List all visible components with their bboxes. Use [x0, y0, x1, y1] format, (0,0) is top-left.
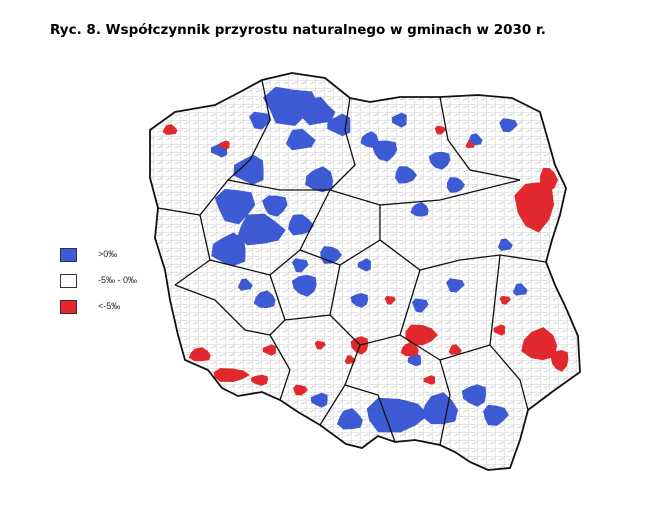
figure-title: Ryc. 8. Współczynnik przyrostu naturalne… [50, 22, 546, 38]
gmina-boundaries [150, 73, 580, 470]
voivodeship-boundaries [157, 79, 547, 446]
country-border [149, 72, 581, 471]
legend-swatch-neutral [60, 274, 77, 288]
legend-label-neutral: -5‰ - 0‰ [98, 275, 138, 285]
legend-swatch-positive [60, 248, 77, 262]
legend-swatch-negative [60, 300, 77, 314]
legend-label-positive: >0‰ [98, 249, 118, 259]
legend-label-negative: <-5‰ [98, 301, 121, 311]
